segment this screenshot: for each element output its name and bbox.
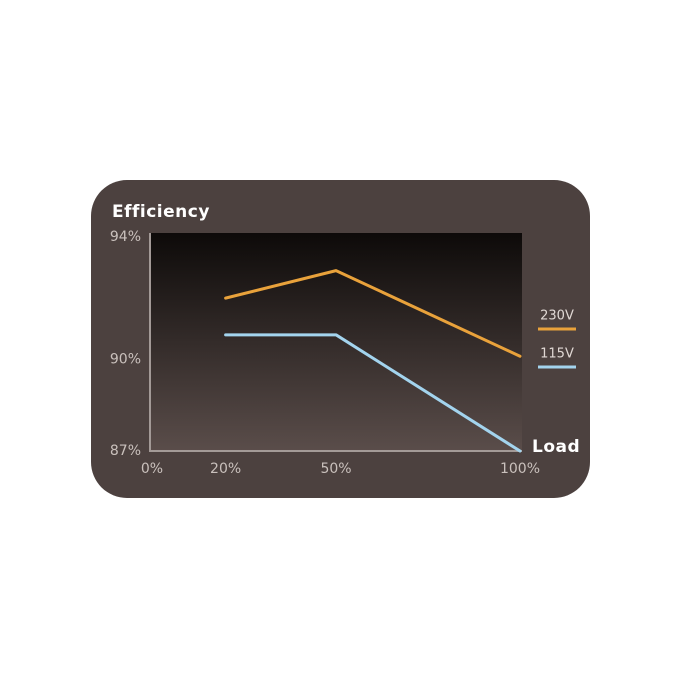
x-tick-label: 0%: [141, 461, 163, 477]
legend-label: 115V: [540, 347, 574, 362]
x-tick-label: 100%: [500, 461, 540, 477]
y-tick-label: 90%: [110, 351, 141, 367]
series-line: [224, 269, 522, 358]
x-axis-label: Load: [532, 437, 580, 457]
y-tick-label: 87%: [110, 443, 141, 459]
legend-label: 230V: [540, 309, 574, 324]
series-line: [224, 333, 522, 453]
chart-title: Efficiency: [112, 202, 210, 222]
x-tick-label: 50%: [320, 461, 351, 477]
y-tick-label: 94%: [110, 229, 141, 245]
x-tick-label: 20%: [210, 461, 241, 477]
